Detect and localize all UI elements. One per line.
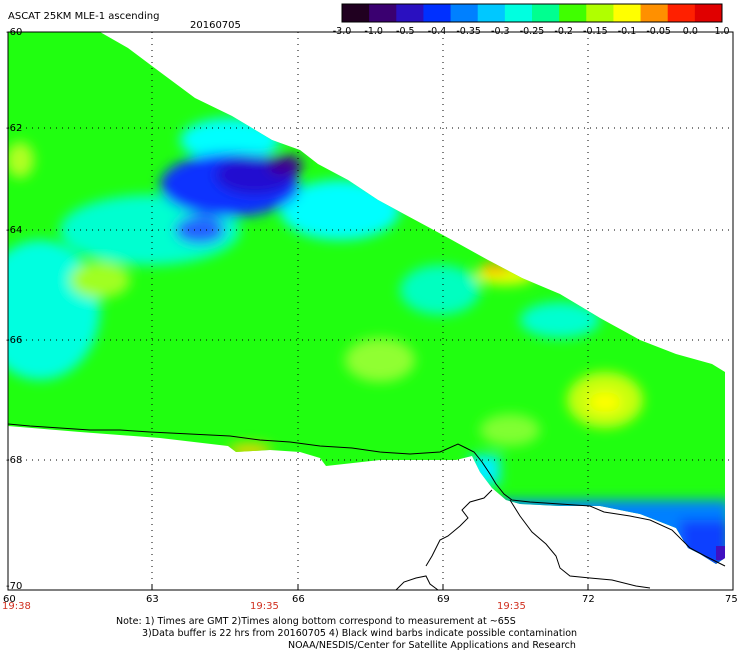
- note-line-1: Note: 1) Times are GMT 2)Times along bot…: [116, 616, 516, 627]
- cyan-patch-mid: [400, 265, 480, 315]
- colorbar-swatch: [559, 4, 587, 22]
- light-green-patch-3: [345, 338, 415, 382]
- colorbar-swatch: [532, 4, 560, 22]
- light-green-patch-2: [8, 142, 34, 178]
- colorbar-swatch: [667, 4, 696, 22]
- coastline-main: [7, 423, 726, 567]
- orange-spot: [481, 262, 509, 274]
- lat-label: -60: [6, 27, 23, 38]
- colorbar-swatch: [640, 4, 669, 22]
- colorbar-swatch: [450, 4, 479, 22]
- time-label: 19:35: [250, 601, 279, 612]
- note-line-3: NOAA/NESDIS/Center for Satellite Applica…: [288, 640, 576, 651]
- map-plot: [7, 31, 734, 591]
- coastline-peninsula: [509, 499, 651, 589]
- axis-ticks: [151, 585, 589, 590]
- lon-label: 60: [3, 594, 16, 605]
- cyan-patch-east: [280, 180, 400, 240]
- cyan-patch-west: [8, 240, 100, 380]
- lon-label: 63: [146, 594, 159, 605]
- lon-label: 72: [582, 594, 595, 605]
- colorbar-swatch: [477, 4, 506, 22]
- purple-core: [267, 155, 303, 175]
- lon-label: 66: [292, 594, 305, 605]
- yellow-patch: [589, 392, 621, 412]
- light-green-patch-1: [70, 262, 130, 298]
- note-line-2: 3)Data buffer is 22 hrs from 20160705 4)…: [142, 628, 578, 639]
- purple-pixel: [716, 546, 725, 560]
- colorbar-swatch: [369, 4, 397, 22]
- lat-label: -62: [6, 123, 23, 134]
- lat-label: -64: [6, 225, 23, 236]
- lon-label: 75: [725, 594, 738, 605]
- colorbar-swatch: [396, 4, 424, 22]
- field-base: [8, 32, 725, 564]
- yellow-coast-spot: [228, 444, 272, 456]
- lat-label: -70: [6, 581, 23, 592]
- colorbar-swatch: [586, 4, 614, 22]
- cyan-coastal: [470, 455, 500, 485]
- time-label: 19:38: [2, 601, 31, 612]
- colorbar-swatch: [423, 4, 452, 22]
- product-date: 20160705: [190, 20, 241, 31]
- lat-label: -68: [6, 455, 23, 466]
- light-green-patch-4: [480, 414, 540, 446]
- time-label: 19:35: [497, 601, 526, 612]
- colorbar-swatch: [694, 4, 723, 22]
- coastline-inlet: [425, 489, 493, 567]
- colorbar-swatch: [504, 4, 533, 22]
- colorbar-swatch: [342, 4, 370, 22]
- footnotes: Note: 1) Times are GMT 2)Times along bot…: [116, 616, 577, 652]
- product-title: ASCAT 25KM MLE-1 ascending: [8, 11, 160, 22]
- wind-speed-field: [8, 32, 725, 564]
- plot-frame: [7, 31, 734, 591]
- colorbar-frame: [341, 3, 723, 23]
- colorbar-swatch: [613, 4, 642, 22]
- cyan-patch-se: [520, 302, 600, 338]
- lon-label: 69: [437, 594, 450, 605]
- lat-label: -66: [6, 335, 23, 346]
- lat-lon-grid: [8, 32, 733, 590]
- coastline-bay: [395, 575, 439, 591]
- coastline: [7, 423, 726, 591]
